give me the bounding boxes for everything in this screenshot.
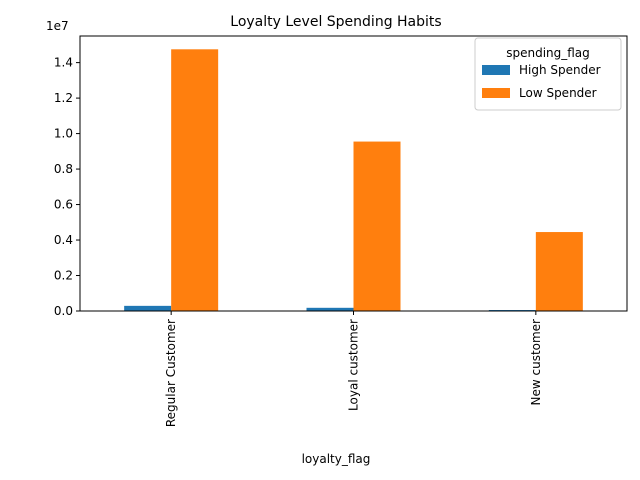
y-tick-label: 0.4 — [54, 233, 73, 247]
x-axis: Regular Customer Loyal customer New custom… — [164, 311, 543, 427]
legend-label: High Spender — [519, 63, 601, 77]
x-axis-label: loyalty_flag — [302, 452, 371, 466]
bars — [124, 49, 583, 311]
legend-box — [474, 37, 622, 111]
y-tick-label: 0.2 — [54, 269, 73, 283]
y-tick-label: 1.0 — [54, 127, 73, 141]
plot-frame — [79, 35, 628, 312]
legend-title: spending_flag — [506, 46, 590, 60]
y-offset-label: 1e7 — [46, 19, 69, 33]
y-tick-label: 1.4 — [54, 56, 73, 70]
bar-low-spender — [171, 49, 219, 311]
x-tick-label: New customer — [529, 319, 543, 406]
bar-low-spender — [353, 141, 401, 311]
legend-label: Low Spender — [519, 86, 597, 100]
y-tick-label: 0.6 — [54, 198, 73, 212]
legend: spending_flag High Spender Low Spender — [474, 37, 622, 111]
x-tick-label: Regular Customer — [164, 319, 178, 427]
y-axis: 0.0 0.2 0.4 0.6 0.8 1.0 1.2 1.4 — [54, 56, 80, 318]
y-tick-label: 0.0 — [54, 304, 73, 318]
x-tick-label: Loyal customer — [347, 319, 361, 411]
y-tick-label: 0.8 — [54, 162, 73, 176]
y-tick-label: 1.2 — [54, 91, 73, 105]
bar-high-spender — [306, 307, 354, 311]
chart-title: Loyalty Level Spending Habits — [230, 14, 441, 30]
bar-high-spender — [124, 305, 172, 311]
legend-swatch — [482, 65, 510, 75]
legend-swatch — [482, 88, 510, 98]
bar-low-spender — [535, 232, 583, 311]
